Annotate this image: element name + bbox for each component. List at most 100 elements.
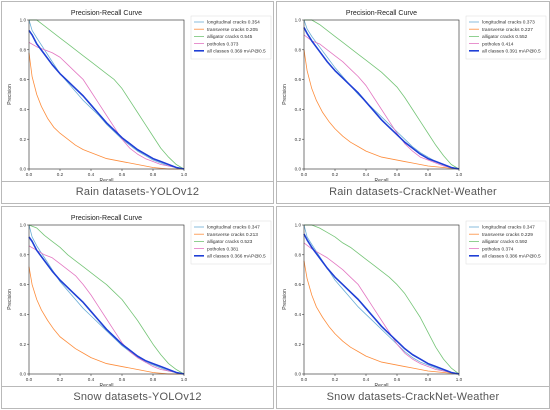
x-tick-label: 0.4 (363, 172, 370, 177)
x-tick-label: 1.0 (181, 172, 188, 177)
series-line (303, 233, 460, 375)
x-tick-label: 0.6 (119, 172, 126, 177)
panel-caption: Snow datasets-CrackNet-Weather (277, 386, 549, 408)
series-line (28, 19, 185, 170)
y-tick-label: 0.4 (295, 312, 302, 317)
x-tick-label: 0.6 (394, 377, 401, 382)
series-line (303, 260, 460, 375)
legend-entry: all classes 0.366 mAP@0.5 (207, 254, 266, 260)
y-axis-label: Precision (282, 84, 288, 105)
x-tick-label: 0.0 (301, 172, 308, 177)
y-tick-label: 0.0 (20, 167, 27, 172)
legend-entry: transverse cracks 0.227 (482, 27, 533, 33)
x-tick-label: 0.8 (150, 172, 157, 177)
y-tick-label: 1.0 (20, 223, 27, 228)
legend-entry: alligator cracks 0.552 (482, 34, 528, 40)
pr-chart-rain-cracknet: Precision-Recall Curve 0.0 0.2 0.4 0.6 0.8 1.0… (282, 10, 547, 184)
legend-entry: potholes 0.414 (482, 41, 514, 47)
panel-rain-yolov12: Precision-Recall Curve 0.0 0.2 0.4 0.6 0.8 1.0… (1, 1, 274, 204)
legend-entry: longitudinal cracks 0.354 (207, 20, 260, 26)
y-tick-label: 1.0 (295, 223, 302, 228)
legend-box (190, 15, 272, 60)
y-tick-label: 1.0 (20, 18, 27, 23)
panel-snow-yolov12: Precision-Recall Curve 0.0 0.2 0.4 0.6 0.8 1.0… (1, 206, 274, 409)
plot-frame (28, 19, 185, 170)
y-tick-label: 0.4 (20, 107, 27, 112)
series-line (28, 236, 185, 375)
y-tick-label: 0.0 (295, 167, 302, 172)
legend-entry: transverse cracks 0.229 (482, 232, 533, 238)
plot-frame (28, 224, 185, 375)
x-tick-label: 0.2 (332, 172, 339, 177)
x-tick-label: 0.6 (394, 172, 401, 177)
x-tick-label: 1.0 (456, 172, 463, 177)
series-line (28, 42, 185, 170)
series-line (304, 19, 460, 170)
series-line (303, 224, 460, 375)
x-tick-label: 0.0 (301, 377, 308, 382)
series-line (28, 224, 185, 375)
series-line (28, 245, 185, 375)
series-line (28, 29, 185, 170)
panel-caption: Rain datasets-YOLOv12 (2, 181, 273, 203)
pr-chart-snow-cracknet: 0.0 0.2 0.4 0.6 0.8 1.00.00.20.40.60.81.0Reca… (282, 220, 547, 389)
legend-entry: potholes 0.381 (207, 246, 239, 252)
y-tick-label: 0.6 (20, 282, 27, 287)
legend-entry: potholes 0.374 (482, 246, 514, 252)
x-tick-label: 0.2 (57, 377, 64, 382)
x-tick-label: 0.4 (88, 377, 95, 382)
x-tick-label: 0.4 (88, 172, 95, 177)
x-tick-label: 0.8 (425, 377, 432, 382)
y-tick-label: 0.2 (295, 342, 302, 347)
series-line (303, 49, 460, 170)
y-tick-label: 0.0 (295, 372, 302, 377)
chart-title: Precision-Recall Curve (346, 10, 417, 17)
series-line (303, 34, 460, 170)
panel-caption: Rain datasets-CrackNet-Weather (277, 181, 549, 203)
chart-title: Precision-Recall Curve (71, 10, 142, 17)
legend-box (190, 220, 272, 265)
y-tick-label: 0.8 (295, 252, 302, 257)
legend-entry: alligator cracks 0.592 (482, 239, 528, 245)
y-tick-label: 0.2 (295, 137, 302, 142)
y-tick-label: 0.2 (20, 342, 27, 347)
panel-caption: Snow datasets-YOLOv12 (2, 386, 273, 408)
x-tick-label: 0.8 (425, 172, 432, 177)
legend-box (465, 15, 547, 60)
series-line (29, 19, 185, 170)
series-line (28, 224, 185, 375)
series-line (28, 266, 184, 375)
y-axis-label: Precision (7, 289, 13, 310)
legend-entry: longitudinal cracks 0.347 (482, 225, 535, 231)
series-line (303, 27, 460, 170)
y-tick-label: 1.0 (295, 18, 302, 23)
x-tick-label: 0.2 (57, 172, 64, 177)
pr-chart-rain-yolov12: Precision-Recall Curve 0.0 0.2 0.4 0.6 0.8 1.0… (7, 10, 272, 184)
y-axis-label: Precision (282, 289, 288, 310)
y-tick-label: 0.2 (20, 137, 27, 142)
panel-snow-cracknet: 0.0 0.2 0.4 0.6 0.8 1.0 0.0 0.2 0.4 0.6 0.8 1.0 Reca… (276, 206, 550, 409)
x-tick-label: 0.2 (332, 377, 339, 382)
legend-box (465, 220, 547, 265)
x-tick-label: 1.0 (181, 377, 188, 382)
y-tick-label: 0.8 (20, 252, 27, 257)
y-axis-label: Precision (7, 84, 13, 105)
legend-entry: longitudinal cracks 0.373 (482, 20, 535, 26)
legend-entry: alligator cracks 0.523 (207, 239, 253, 245)
x-tick-label: 1.0 (456, 377, 463, 382)
y-tick-label: 0.4 (20, 312, 27, 317)
y-tick-label: 0.0 (20, 372, 27, 377)
chart-title: Precision-Recall Curve (71, 215, 142, 222)
x-tick-label: 0.0 (26, 172, 33, 177)
legend-entry: potholes 0.373 (207, 41, 239, 47)
series-line (28, 52, 184, 170)
legend-entry: longitudinal cracks 0.347 (207, 225, 260, 231)
legend-entry: transverse cracks 0.213 (207, 232, 258, 238)
legend-entry: transverse cracks 0.205 (207, 27, 258, 33)
x-tick-label: 0.0 (26, 377, 33, 382)
y-tick-label: 0.8 (20, 47, 27, 52)
legend-entry: all classes 0.391 mAP@0.5 (482, 49, 541, 55)
panel-rain-cracknet: Precision-Recall Curve 0.0 0.2 0.4 0.6 0.8 1.0… (276, 1, 550, 204)
y-tick-label: 0.6 (295, 77, 302, 82)
